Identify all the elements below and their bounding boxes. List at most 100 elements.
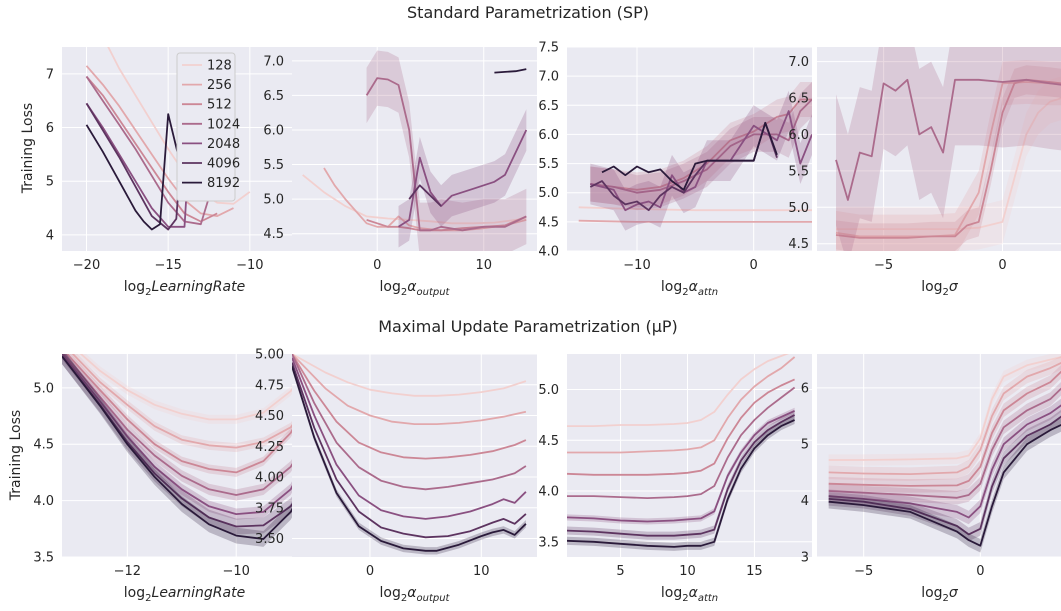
series-band-8192 <box>62 354 302 547</box>
legend-label-2048: 2048 <box>207 137 240 152</box>
series-line-512 <box>567 378 795 476</box>
y-tick-label: 6.0 <box>263 123 284 138</box>
series-band-128 <box>836 76 1061 251</box>
chart-mup-sigma: −5 0 3 4 5 6 log2σ <box>801 354 1061 604</box>
y-tick-label: 3.75 <box>255 501 284 516</box>
y-tick-label: 4 <box>46 228 54 243</box>
series-line-4096 <box>408 184 442 207</box>
series-line-8192 <box>85 113 186 231</box>
sp-section-title: Standard Parametrization (SP) <box>407 3 649 22</box>
series-line-128 <box>828 356 1061 461</box>
series-band-1024 <box>366 50 527 251</box>
series-group <box>835 47 1061 251</box>
series-band-256 <box>836 60 1061 251</box>
x-tick-label: −10 <box>236 258 263 273</box>
x-axis-label: log2LearningRate <box>124 585 245 604</box>
y-tick-label: 4.0 <box>538 485 559 500</box>
series-line-128 <box>79 354 303 421</box>
series-line-256 <box>567 356 796 454</box>
x-axis-label: log2αoutput <box>380 585 451 604</box>
mup-section-title: Maximal Update Parametrization (μP) <box>378 317 678 336</box>
series-line-4096 <box>567 414 796 537</box>
chart-panels: −20 −15 −10 4 5 6 7 log2LearningRate 128 256 512 10… <box>33 41 1061 604</box>
x-axis-label: log2αoutput <box>380 279 451 298</box>
y-tick-label: 4.0 <box>33 494 54 509</box>
x-tick-label: 0 <box>373 258 381 273</box>
y-tick-label: 7.0 <box>538 70 559 85</box>
y-tick-label: 5.0 <box>33 381 54 396</box>
series-group <box>62 354 303 547</box>
y-tick-label: 6.5 <box>538 99 559 114</box>
series-line-2048 <box>292 357 527 520</box>
y-tick-label: 4.5 <box>33 438 54 453</box>
legend-label-256: 256 <box>207 78 232 93</box>
series-line-1024 <box>590 98 812 194</box>
plot-area <box>567 47 812 251</box>
series-line-1024 <box>567 386 796 500</box>
y-tick-label: 6.0 <box>538 128 559 143</box>
series-band-2048 <box>398 109 527 248</box>
y-tick-label: 5.0 <box>263 193 284 208</box>
series-line-8192 <box>601 121 778 191</box>
y-tick-label: 4.5 <box>538 215 559 230</box>
chart-mup-attn: 5 10 15 3.5 4.0 4.5 5.0 log2αattn <box>538 354 812 604</box>
series-band-512 <box>828 365 1061 493</box>
x-tick-label: −10 <box>623 258 650 273</box>
x-tick-label: 10 <box>473 564 490 579</box>
y-tick-label: 4.5 <box>788 237 809 252</box>
y-tick-label: 4.5 <box>538 434 559 449</box>
mup-y-axis-label: Training Loss <box>8 410 24 501</box>
y-tick-label: 6 <box>46 121 54 136</box>
x-tick-label: 0 <box>998 258 1006 273</box>
y-tick-label: 6.5 <box>263 89 284 104</box>
y-tick-label: 5.0 <box>788 201 809 216</box>
x-axis-label: log2σ <box>921 585 959 604</box>
series-line-256 <box>828 361 1061 476</box>
x-tick-label: 0 <box>750 258 758 273</box>
y-tick-label: 3 <box>801 551 809 566</box>
series-band-1024 <box>836 47 1061 251</box>
series-line-128 <box>836 97 1061 231</box>
x-tick-label: −5 <box>874 258 893 273</box>
x-axis-label: log2σ <box>921 279 959 298</box>
x-tick-label: −12 <box>114 564 141 579</box>
legend-label-512: 512 <box>207 98 232 113</box>
series-line-128 <box>292 354 527 397</box>
series-line-1024 <box>365 77 527 232</box>
y-tick-label: 6 <box>801 381 809 396</box>
x-tick-label: −15 <box>154 258 181 273</box>
y-tick-label: 3.5 <box>33 551 54 566</box>
legend-box <box>176 52 236 202</box>
series-line-128 <box>107 47 251 205</box>
y-tick-label: 7.0 <box>788 55 809 70</box>
x-tick-label: 15 <box>746 564 763 579</box>
chart-mup-lr: −12 −10 3.5 4.0 4.5 5.0 log2LearningRate <box>33 354 307 604</box>
x-tick-label: 5 <box>616 564 624 579</box>
y-tick-label: 5 <box>801 438 809 453</box>
series-line-1024 <box>85 75 210 226</box>
series-line-256 <box>323 167 527 232</box>
series-line-2048 <box>398 129 528 228</box>
series-band-2048 <box>62 354 302 520</box>
series-line-256 <box>835 81 1061 238</box>
plot-area <box>567 354 812 557</box>
x-tick-label: −10 <box>223 564 250 579</box>
chart-mup-output: 0 10 3.50 3.75 4.00 4.25 4.50 4.75 5.00 log2αoutp… <box>255 348 537 604</box>
series-line-512 <box>828 370 1061 487</box>
series-band-1024 <box>62 354 302 501</box>
x-axis-label: log2αattn <box>661 585 718 604</box>
series-line-4096 <box>62 355 303 528</box>
x-tick-label: 0 <box>976 564 984 579</box>
sp-y-axis-label: Training Loss <box>20 103 36 194</box>
x-tick-label: 10 <box>679 564 696 579</box>
series-group <box>302 50 528 251</box>
series-group <box>578 81 812 231</box>
series-line-512 <box>292 354 527 460</box>
series-group <box>567 354 796 551</box>
y-tick-label: 4 <box>801 494 809 509</box>
series-band-128 <box>828 354 1061 466</box>
series-band-128 <box>75 354 302 424</box>
series-line-8192 <box>62 355 303 540</box>
x-tick-label: −20 <box>73 258 100 273</box>
